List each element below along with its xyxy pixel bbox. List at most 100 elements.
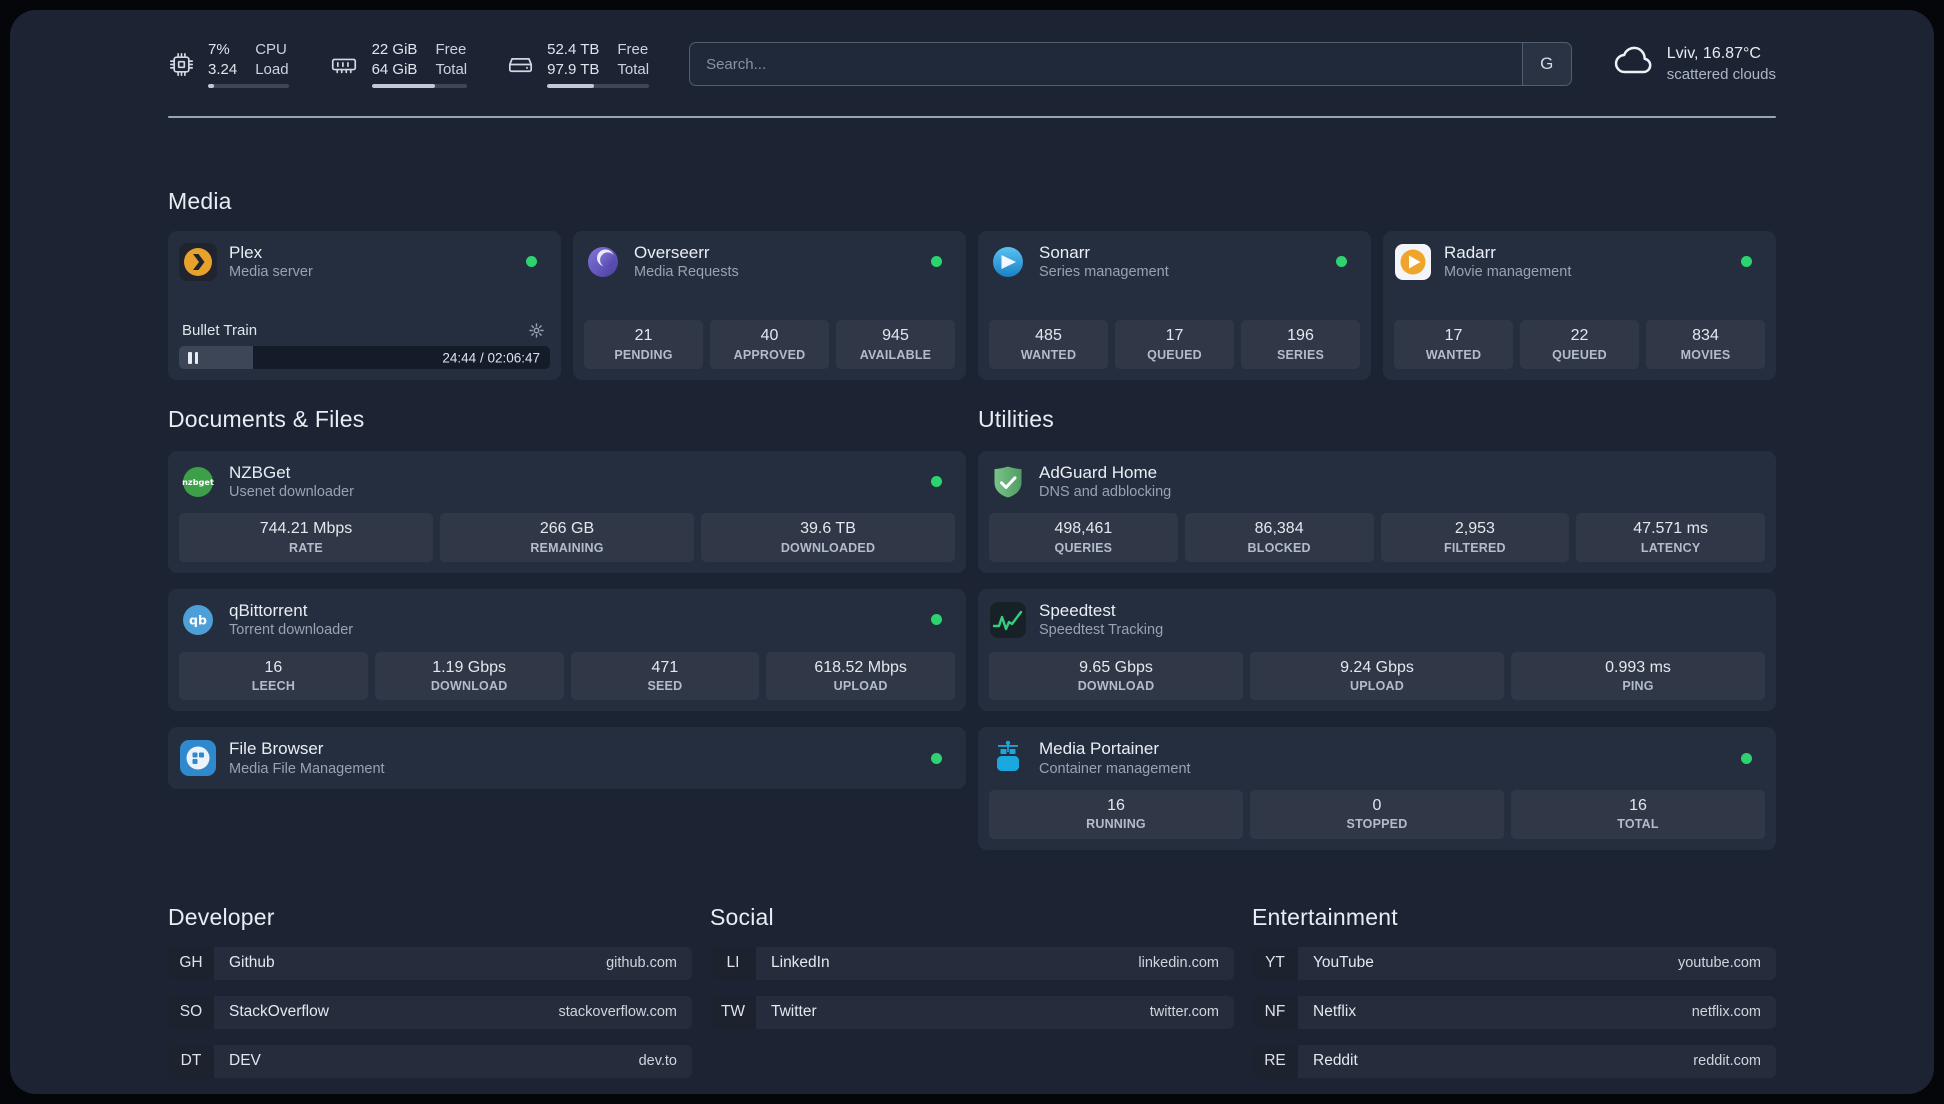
stat-value: 471 — [651, 658, 679, 676]
service-name: Radarr — [1444, 243, 1496, 262]
stat-running: 16 RUNNING — [989, 789, 1243, 839]
bookmark-github[interactable]: GH Github github.com — [168, 946, 692, 980]
stat-rate: 744.21 Mbps RATE — [179, 513, 433, 563]
playback-time: 24:44 / 02:06:47 — [442, 350, 540, 365]
stat-pending: 21 PENDING — [584, 320, 703, 369]
stat-value: 744.21 Mbps — [259, 520, 353, 538]
service-subtitle: Usenet downloader — [229, 484, 354, 501]
stat-value: 196 — [1287, 327, 1314, 345]
stat-value: 0 — [1372, 796, 1382, 814]
stat-value: 945 — [882, 327, 909, 345]
service-card-plex[interactable]: Plex Media server Bullet Train — [168, 231, 561, 380]
service-card-qbittorrent[interactable]: qb qBittorrent Torrent downloader 16 LEE… — [168, 589, 966, 712]
status-dot — [931, 476, 942, 488]
section-title-media: Media — [168, 188, 232, 214]
bookmark-reddit[interactable]: RE Reddit reddit.com — [1252, 1044, 1776, 1078]
stat-label: RATE — [289, 540, 323, 555]
gear-icon[interactable] — [528, 322, 545, 339]
stat-label: DOWNLOAD — [430, 679, 508, 694]
bookmark-abbr: SO — [168, 995, 214, 1029]
section-utilities: Utilities AdGuard Home DNS and adblockin… — [978, 406, 1776, 850]
weather-condition: scattered clouds — [1666, 65, 1776, 83]
stat-label: FILTERED — [1443, 540, 1506, 555]
service-card-overseerr[interactable]: Overseerr Media Requests 21 PENDING 40 A… — [573, 231, 966, 380]
stat-value: 9.24 Gbps — [1340, 658, 1414, 676]
bookmark-dev[interactable]: DT DEV dev.to — [168, 1044, 692, 1078]
adguard-icon — [989, 463, 1027, 501]
memory-free-label: Free — [435, 41, 467, 58]
search-provider-button[interactable]: G — [1521, 43, 1571, 85]
stat-label: AVAILABLE — [859, 347, 932, 362]
service-card-speedtest[interactable]: Speedtest Speedtest Tracking 9.65 Gbps D… — [978, 589, 1776, 712]
service-card-filebrowser[interactable]: File Browser Media File Management — [168, 727, 966, 789]
service-card-nzbget[interactable]: nzbget NZBGet Usenet downloader 744.21 M… — [168, 451, 966, 574]
status-dot — [1336, 256, 1347, 268]
playback-progress-bar[interactable]: 24:44 / 02:06:47 — [179, 346, 550, 369]
memory-icon — [329, 51, 359, 78]
disk-usage-bar — [547, 84, 650, 88]
cpu-usage-fill — [208, 84, 214, 88]
stat-wanted: 17 WANTED — [1394, 320, 1513, 369]
disk-metric-body: 52.4 TB 97.9 TB Free Total — [547, 40, 650, 88]
bookmark-abbr: LI — [710, 946, 756, 980]
stat-label: UPLOAD — [1350, 679, 1404, 694]
status-dot — [931, 614, 942, 626]
stat-queued: 22 QUEUED — [1520, 320, 1639, 369]
stat-label: MOVIES — [1680, 347, 1731, 362]
stat-value: 21 — [634, 327, 653, 345]
pause-icon[interactable] — [188, 351, 198, 364]
section-title-utilities: Utilities — [978, 406, 1054, 432]
bookmark-url: twitter.com — [1149, 1004, 1219, 1021]
memory-usage-bar — [371, 84, 468, 88]
stat-label: REMAINING — [530, 540, 604, 555]
bookmark-url: github.com — [606, 955, 677, 972]
stat-label: UPLOAD — [833, 679, 888, 694]
disk-icon — [507, 51, 534, 78]
service-name: NZBGet — [229, 463, 291, 482]
disk-total-label: Total — [617, 60, 650, 78]
disk-usage-fill — [547, 84, 595, 88]
disk-total-value: 97.9 TB — [547, 60, 600, 78]
bookmark-linkedin[interactable]: LI LinkedIn linkedin.com — [710, 946, 1234, 980]
status-dot — [931, 752, 942, 764]
service-name: qBittorrent — [229, 601, 308, 621]
section-entertainment: Entertainment YT YouTube youtube.com NF … — [1252, 904, 1776, 1078]
svg-text:nzbget: nzbget — [182, 477, 214, 487]
service-subtitle: Series management — [1039, 264, 1169, 281]
bookmark-name: DEV — [229, 1052, 261, 1070]
service-card-adguard[interactable]: AdGuard Home DNS and adblocking 498,461 … — [978, 451, 1776, 574]
stat-label: PENDING — [614, 347, 673, 362]
stat-upload: 9.24 Gbps UPLOAD — [1250, 651, 1504, 701]
service-card-portainer[interactable]: Media Portainer Container management 16 … — [978, 727, 1776, 850]
search-input[interactable] — [690, 43, 1522, 85]
stat-value: 16 — [1629, 796, 1647, 814]
radarr-icon — [1394, 243, 1432, 281]
stat-label: PING — [1622, 679, 1654, 694]
plex-icon — [179, 242, 217, 281]
disk-metric: 52.4 TB 97.9 TB Free Total — [507, 40, 650, 88]
service-card-radarr[interactable]: Radarr Movie management 17 WANTED 22 QUE… — [1383, 231, 1776, 380]
stat-label: LEECH — [251, 679, 296, 694]
stat-label: DOWNLOAD — [1077, 679, 1155, 694]
stat-download: 1.19 Gbps DOWNLOAD — [374, 651, 564, 701]
service-name: Sonarr — [1039, 243, 1091, 262]
bookmark-netflix[interactable]: NF Netflix netflix.com — [1252, 995, 1776, 1029]
bookmark-abbr: DT — [168, 1044, 214, 1078]
cpu-percent: 7% — [208, 41, 230, 58]
stat-label: SERIES — [1276, 347, 1325, 362]
bookmark-abbr: TW — [710, 995, 756, 1029]
stat-value: 485 — [1035, 327, 1062, 345]
stat-label: WANTED — [1425, 347, 1482, 362]
bookmark-youtube[interactable]: YT YouTube youtube.com — [1252, 946, 1776, 980]
memory-total-label: Total — [435, 60, 468, 78]
service-subtitle: Media File Management — [229, 760, 385, 777]
section-title-documents: Documents & Files — [168, 406, 365, 432]
service-card-sonarr[interactable]: Sonarr Series management 485 WANTED 17 Q… — [978, 231, 1371, 380]
top-bar: 7% 3.24 CPU Load — [168, 40, 1776, 88]
bookmark-abbr: RE — [1252, 1044, 1298, 1078]
bookmark-twitter[interactable]: TW Twitter twitter.com — [710, 995, 1234, 1029]
memory-metric: 22 GiB 64 GiB Free Total — [329, 40, 468, 88]
stat-value: 17 — [1444, 327, 1463, 345]
status-dot — [1741, 256, 1752, 268]
bookmark-stackoverflow[interactable]: SO StackOverflow stackoverflow.com — [168, 995, 692, 1029]
